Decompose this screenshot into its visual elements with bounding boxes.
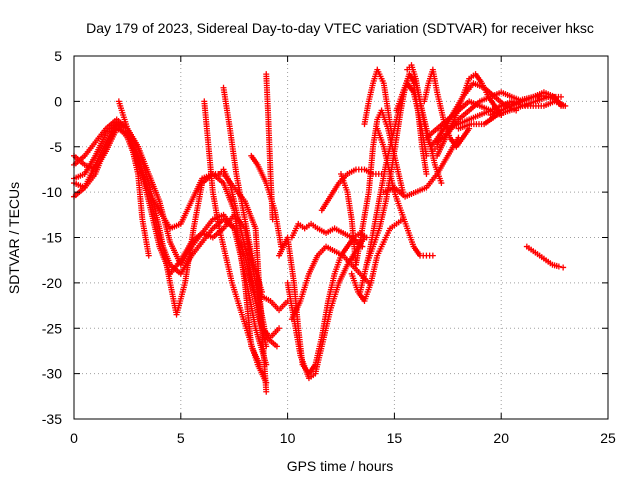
series-markers	[220, 84, 265, 295]
series-markers	[348, 216, 406, 305]
y-tick-label: 0	[54, 93, 62, 109]
y-tick-label: 5	[54, 48, 62, 64]
x-axis-ticks: 0 5 10 15 20 25	[70, 56, 616, 446]
data-series	[523, 243, 567, 271]
data-series	[288, 243, 372, 323]
data-series	[361, 66, 396, 141]
x-tick-label: 0	[70, 430, 78, 446]
data-series	[380, 134, 462, 200]
data-series	[498, 92, 567, 109]
series-markers	[252, 279, 291, 314]
series-markers	[288, 220, 366, 250]
y-tick-label: -10	[42, 184, 62, 200]
data-series	[216, 166, 283, 341]
x-axis-label: GPS time / hours	[287, 458, 394, 474]
y-tick-label: -5	[50, 139, 63, 155]
x-tick-label: 25	[600, 430, 616, 446]
chart-title: Day 179 of 2023, Sidereal Day-to-day VTE…	[86, 20, 594, 36]
data-series	[252, 279, 291, 314]
data-series	[348, 216, 406, 305]
y-tick-label: -20	[42, 275, 62, 291]
series-markers	[498, 92, 567, 109]
series-markers	[201, 98, 270, 386]
y-tick-label: -30	[42, 366, 62, 382]
series-markers	[523, 243, 567, 271]
series-markers	[361, 66, 396, 141]
data-series	[220, 84, 265, 295]
x-tick-label: 5	[177, 430, 185, 446]
series-markers	[263, 71, 276, 223]
y-tick-label: -15	[42, 230, 62, 246]
y-tick-label: -35	[42, 411, 62, 427]
data-points	[71, 62, 569, 395]
y-axis-ticks: -35 -30 -25 -20 -15 -10 -5 0 5	[42, 48, 608, 427]
y-tick-label: -25	[42, 320, 62, 336]
series-markers	[216, 166, 283, 341]
y-axis-label: SDTVAR / TECUs	[6, 182, 22, 294]
series-markers	[380, 134, 462, 200]
data-series	[288, 220, 366, 250]
x-tick-label: 15	[387, 430, 403, 446]
data-series	[263, 71, 276, 223]
x-tick-label: 10	[280, 430, 296, 446]
grid-lines	[74, 56, 608, 419]
data-series	[201, 98, 270, 386]
data-series	[115, 98, 152, 259]
x-tick-label: 20	[493, 430, 509, 446]
series-markers	[288, 243, 372, 323]
series-markers	[115, 98, 152, 259]
